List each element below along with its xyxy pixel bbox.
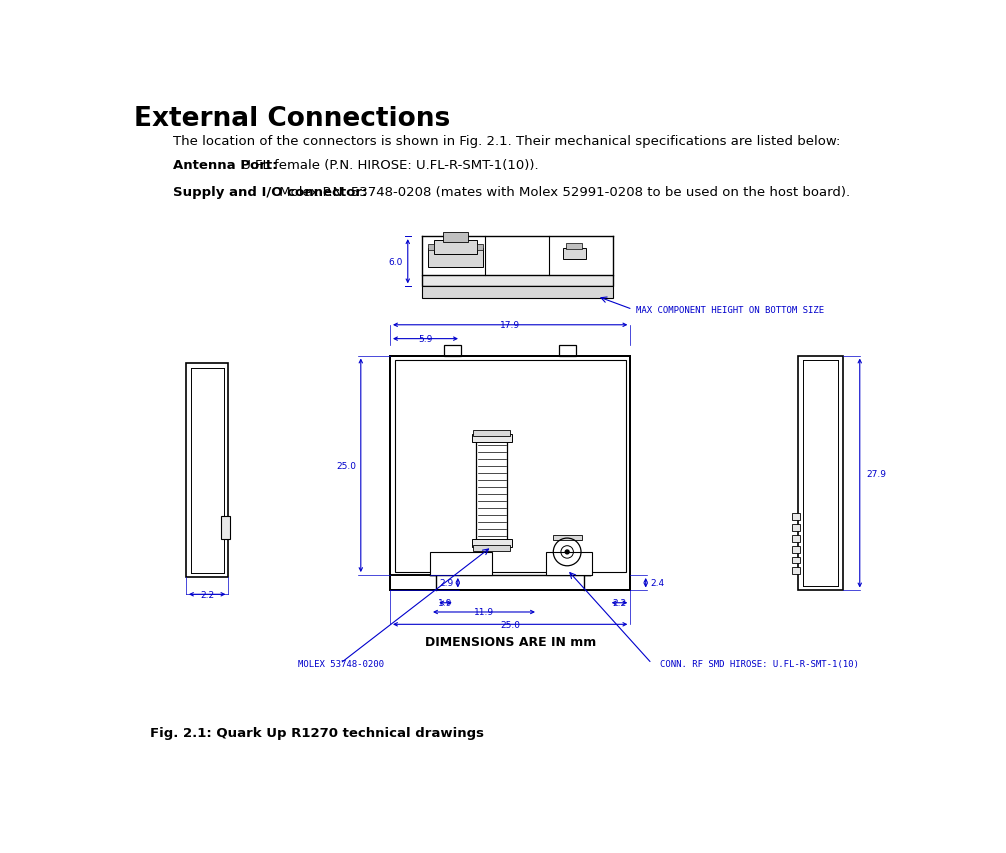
Bar [798, 357, 843, 591]
Bar [792, 546, 800, 553]
Bar [562, 248, 585, 260]
Bar [428, 248, 483, 268]
Bar [220, 516, 230, 539]
Text: 27.9: 27.9 [866, 469, 886, 478]
Text: Fig. 2.1: Quark Up R1270 technical drawings: Fig. 2.1: Quark Up R1270 technical drawi… [150, 727, 484, 740]
Text: 2.4: 2.4 [650, 578, 664, 588]
Circle shape [565, 550, 569, 554]
Text: 17.9: 17.9 [500, 321, 520, 330]
Text: Molex P.N. 53748-0208 (mates with Molex 52991-0208 to be used on the host board): Molex P.N. 53748-0208 (mates with Molex … [276, 185, 850, 199]
Text: 5.9: 5.9 [418, 334, 433, 344]
Bar [545, 552, 592, 576]
Text: 11.9: 11.9 [474, 608, 494, 617]
Bar [477, 245, 483, 251]
Text: CONN. RF SMD HIROSE: U.FL-R-SMT-1(10): CONN. RF SMD HIROSE: U.FL-R-SMT-1(10) [660, 659, 858, 668]
Bar [422, 287, 613, 299]
Text: MAX COMPONENT HEIGHT ON BOTTOM SIZE: MAX COMPONENT HEIGHT ON BOTTOM SIZE [637, 305, 825, 315]
Bar [390, 357, 631, 591]
Bar [472, 435, 512, 443]
Bar [428, 245, 434, 251]
Text: The location of the connectors is shown in Fig. 2.1. Their mechanical specificat: The location of the connectors is shown … [173, 135, 840, 148]
Text: 1.9: 1.9 [439, 599, 453, 607]
Bar [422, 276, 613, 287]
Bar [792, 525, 800, 531]
Bar [444, 233, 468, 242]
Text: 25.0: 25.0 [500, 620, 520, 629]
Text: 2.2: 2.2 [613, 599, 627, 607]
Bar [566, 244, 581, 250]
Bar [434, 241, 477, 255]
Bar [444, 345, 461, 357]
Text: 2.9: 2.9 [440, 578, 454, 588]
Bar [473, 545, 510, 552]
Text: MOLEX 53748-0200: MOLEX 53748-0200 [298, 659, 383, 668]
Bar [394, 361, 626, 572]
Bar [186, 364, 228, 577]
Bar [792, 557, 800, 564]
Bar [431, 552, 492, 576]
Text: DIMENSIONS ARE IN mm: DIMENSIONS ARE IN mm [425, 635, 596, 648]
Text: 6.0: 6.0 [388, 258, 403, 266]
Text: External Connections: External Connections [135, 107, 451, 132]
Bar [792, 536, 800, 543]
Bar [476, 441, 507, 541]
Text: Supply and I/O connector:: Supply and I/O connector: [173, 185, 367, 199]
Bar [552, 536, 581, 540]
Text: Antenna Port:: Antenna Port: [173, 160, 278, 172]
Text: 2.2: 2.2 [200, 590, 214, 599]
Bar [473, 430, 510, 436]
Bar [792, 514, 800, 520]
Text: U.FL female (P.N. HIROSE: U.FL-R-SMT-1(10)).: U.FL female (P.N. HIROSE: U.FL-R-SMT-1(1… [236, 160, 538, 172]
Bar [559, 345, 576, 357]
Bar [472, 539, 512, 547]
Text: 25.0: 25.0 [336, 461, 356, 470]
Bar [792, 567, 800, 575]
Bar [552, 565, 581, 569]
